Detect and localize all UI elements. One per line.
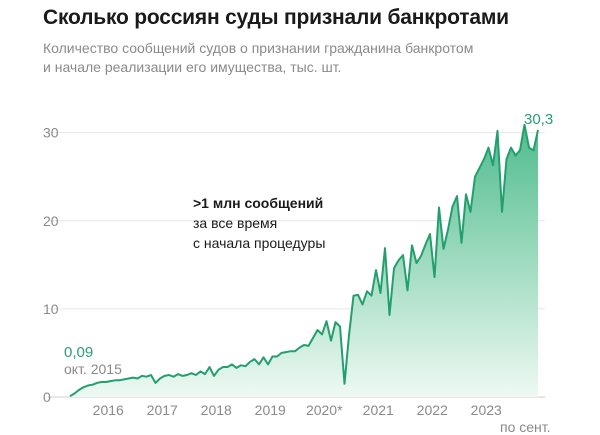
callout-line-2: за все время <box>193 215 278 231</box>
x-tick-label: 2018 <box>201 402 232 418</box>
x-axis-labels: 2016 2017 2018 2019 2020* 2021 2022 2023 <box>93 402 502 418</box>
callout-annotation: >1 млн сообщений за все время с начала п… <box>193 193 325 253</box>
start-value-label: 0,09 <box>64 344 93 361</box>
x-tick-label: 2021 <box>363 402 394 418</box>
x-tick-label: 2020* <box>306 402 343 418</box>
x-tick-label: 2023 <box>471 402 502 418</box>
chart-subtitle: Количество сообщений судов о признании г… <box>43 39 563 77</box>
subtitle-line-1: Количество сообщений судов о признании г… <box>43 40 474 56</box>
annotations: 0,09 окт. 2015 30,3 по сент. <box>64 111 553 435</box>
x-tick-label: 2016 <box>93 402 124 418</box>
chart-title: Сколько россиян суды признали банкротами <box>43 6 509 29</box>
callout-line-1: >1 млн сообщений <box>193 195 324 211</box>
start-date-label: окт. 2015 <box>64 361 122 377</box>
series-line <box>69 123 539 398</box>
y-axis-labels: 0 10 20 30 <box>43 125 59 405</box>
y-tick-label: 10 <box>43 301 59 317</box>
area-fill <box>70 124 538 397</box>
x-tick-label: 2017 <box>147 402 178 418</box>
end-date-label: по сент. <box>500 419 551 435</box>
subtitle-line-2: и начале реализации его имущества, тыс. … <box>43 59 342 75</box>
y-tick-label: 20 <box>43 213 59 229</box>
callout-line-3: с начала процедуры <box>193 235 326 251</box>
end-value-label: 30,3 <box>524 111 553 128</box>
x-tick-label: 2019 <box>255 402 286 418</box>
x-tick-label: 2022 <box>417 402 448 418</box>
y-tick-label: 30 <box>43 125 59 141</box>
y-tick-label: 0 <box>43 389 51 405</box>
